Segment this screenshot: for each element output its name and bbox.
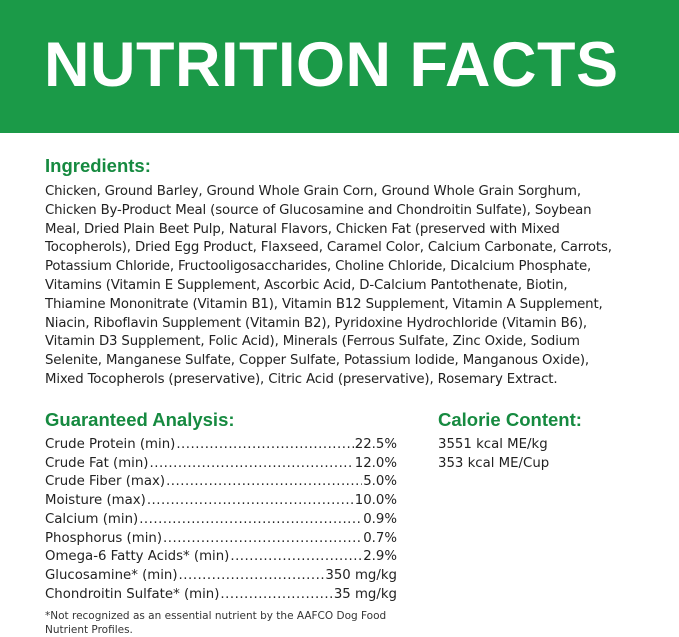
- guaranteed-analysis-table: Crude Protein (min) 22.5% Crude Fat (min) 1…: [45, 436, 397, 604]
- ingredient-line: Vitamin D3 Supplement, Folic Acid), Mine…: [45, 334, 580, 350]
- analysis-label: Calcium (min): [45, 511, 139, 527]
- ingredient-line: Meal, Dried Plain Beet Pulp, Natural Fla…: [45, 221, 560, 237]
- analysis-row: Crude Fat (min) 12.0%: [45, 455, 397, 474]
- ingredient-line: Chicken, Ground Barley, Ground Whole Gra…: [45, 184, 581, 199]
- analysis-value: 35 mg/kg: [333, 586, 397, 602]
- analysis-row: Omega-6 Fatty Acids* (min) 2.9%: [45, 548, 397, 567]
- page-title: NUTRITION FACTS: [44, 30, 619, 100]
- ingredient-line: Vitamins (Vitamin E Supplement, Ascorbic…: [45, 277, 568, 293]
- analysis-label: Crude Protein (min): [45, 437, 176, 452]
- ingredients-list: Chicken, Ground Barley, Ground Whole Gra…: [45, 183, 612, 390]
- ingredient-line: Tocopherols), Dried Egg Product, Flaxsee…: [45, 240, 612, 256]
- dot-leader: [176, 436, 353, 455]
- analysis-value: 12.0%: [354, 455, 397, 471]
- analysis-row: Phosphorus (min) 0.7%: [45, 530, 397, 549]
- analysis-label: Chondroitin Sulfate* (min): [45, 586, 220, 602]
- analysis-value: 0.7%: [363, 530, 397, 546]
- analysis-row: Glucosamine* (min) 350 mg/kg: [45, 567, 397, 586]
- guaranteed-analysis-heading: Guaranteed Analysis:: [45, 409, 235, 430]
- dot-leader: [166, 473, 362, 492]
- calorie-line: 353 kcal ME/Cup: [438, 455, 550, 471]
- ingredient-line: Niacin, Riboflavin Supplement (Vitamin B…: [45, 315, 587, 331]
- dot-leader: [163, 530, 362, 549]
- analysis-value: 22.5%: [354, 437, 397, 452]
- analysis-row: Calcium (min) 0.9%: [45, 511, 397, 530]
- dot-leader: [220, 586, 332, 605]
- dot-leader: [230, 548, 362, 567]
- ingredient-line: Potassium Chloride, Fructooligosaccharid…: [45, 259, 592, 275]
- ingredient-line: Selenite, Manganese Sulfate, Copper Sulf…: [45, 353, 590, 369]
- analysis-label: Phosphorus (min): [45, 530, 163, 546]
- analysis-row: Chondroitin Sulfate* (min) 35 mg/kg: [45, 586, 397, 605]
- ingredient-line: Thiamine Mononitrate (Vitamin B1), Vitam…: [45, 296, 603, 312]
- analysis-label: Omega-6 Fatty Acids* (min): [45, 549, 230, 565]
- calorie-content-heading: Calorie Content:: [438, 409, 582, 430]
- analysis-label: Crude Fat (min): [45, 455, 149, 471]
- dot-leader: [139, 511, 362, 530]
- analysis-label: Glucosamine* (min): [45, 567, 178, 583]
- ingredients-heading: Ingredients:: [45, 155, 151, 176]
- analysis-row: Moisture (max) 10.0%: [45, 492, 397, 511]
- analysis-value: 0.9%: [363, 511, 397, 527]
- analysis-value: 5.0%: [363, 474, 397, 490]
- analysis-value: 10.0%: [354, 493, 397, 509]
- ingredient-line: Mixed Tocopherols (preservative), Citric…: [45, 371, 558, 387]
- ingredient-line: Chicken By-Product Meal (source of Gluco…: [45, 202, 592, 218]
- dot-leader: [179, 567, 325, 586]
- footnote: *Not recognized as an essential nutrient…: [45, 610, 387, 636]
- dot-leader: [147, 492, 354, 511]
- analysis-label: Moisture (max): [45, 493, 146, 509]
- analysis-label: Crude Fiber (max): [45, 474, 166, 490]
- analysis-value: 350 mg/kg: [325, 567, 397, 583]
- calorie-content-list: 3551 kcal ME/kg 353 kcal ME/Cup: [438, 436, 549, 473]
- analysis-value: 2.9%: [363, 549, 397, 565]
- analysis-row: Crude Protein (min) 22.5%: [45, 436, 397, 455]
- calorie-line: 3551 kcal ME/kg: [438, 437, 548, 452]
- header-banner: NUTRITION FACTS: [0, 0, 679, 133]
- analysis-row: Crude Fiber (max) 5.0%: [45, 473, 397, 492]
- dot-leader: [150, 455, 354, 474]
